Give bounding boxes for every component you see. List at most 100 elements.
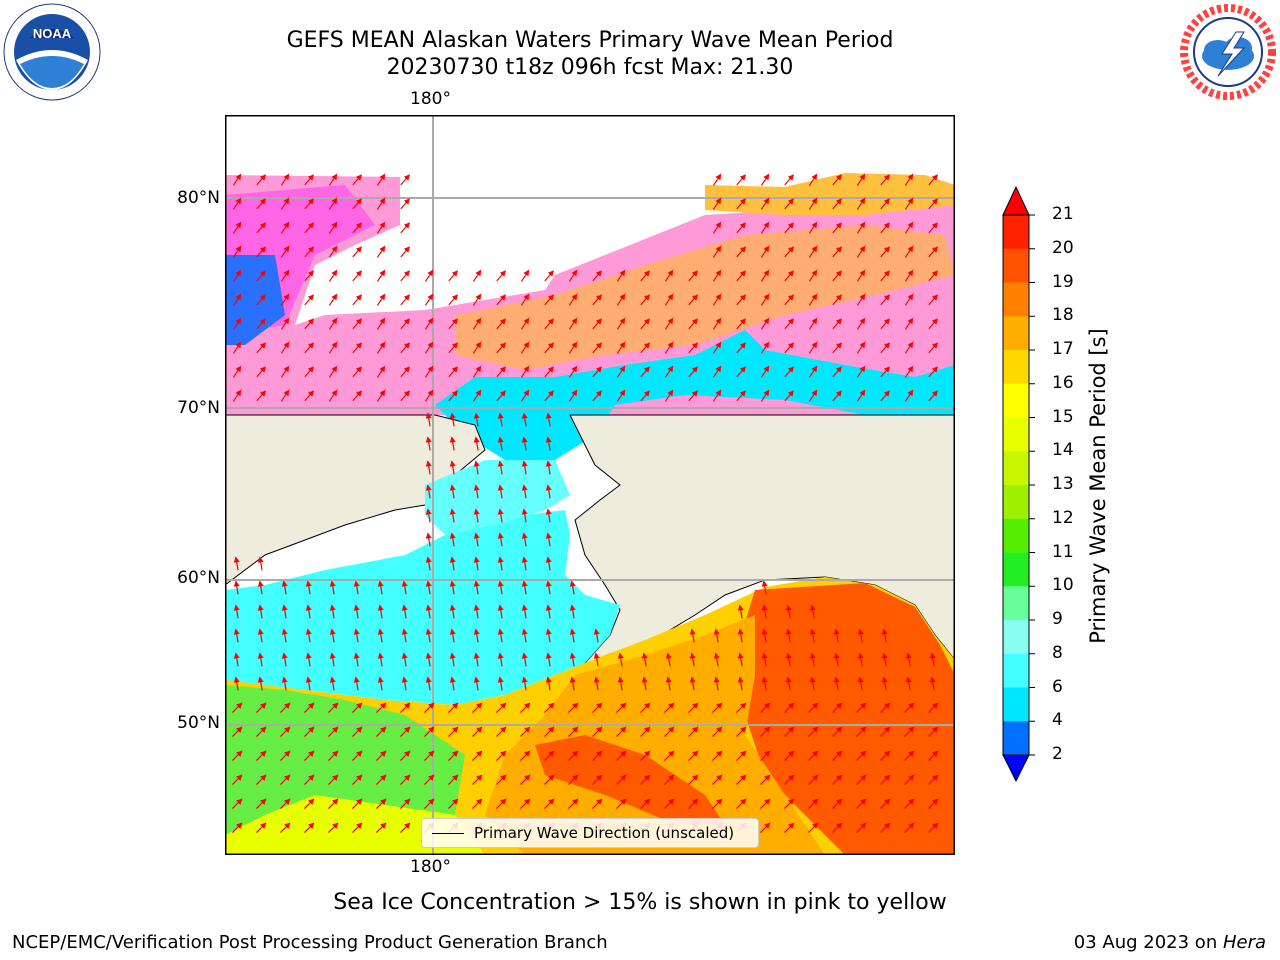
- wave-arrow: [857, 652, 864, 667]
- wave-arrow: [856, 245, 866, 258]
- wave-arrow: [376, 389, 386, 402]
- wave-arrow: [375, 702, 387, 714]
- wave-arrow: [545, 628, 552, 643]
- wave-arrow: [616, 389, 626, 402]
- colorbar-tick-label: 2: [1052, 744, 1063, 764]
- wave-arrow: [808, 221, 818, 234]
- wave-arrow: [495, 702, 507, 714]
- wave-arrow: [809, 676, 816, 691]
- wave-arrow: [255, 702, 267, 714]
- wave-arrow: [928, 174, 938, 186]
- wave-arrow: [255, 750, 267, 762]
- wave-arrow: [687, 774, 699, 786]
- wave-arrow: [425, 436, 432, 451]
- wave-arrow: [831, 774, 843, 786]
- wave-arrow: [231, 822, 243, 834]
- wave-arrow: [496, 366, 506, 378]
- wave-arrow: [496, 390, 506, 402]
- wave-arrow: [401, 604, 408, 619]
- wave-arrow: [904, 221, 914, 234]
- wave-arrow: [448, 366, 458, 378]
- wave-arrow: [785, 628, 792, 643]
- wave-arrow: [352, 174, 362, 186]
- wave-arrow: [233, 580, 240, 595]
- wave-arrow: [927, 702, 939, 714]
- wave-arrow: [305, 628, 312, 643]
- wave-arrow: [664, 341, 674, 354]
- wave-arrow: [760, 365, 770, 378]
- wave-arrow: [399, 750, 411, 762]
- wave-arrow: [928, 342, 938, 354]
- wave-arrow: [736, 270, 746, 282]
- wave-arrow: [425, 460, 432, 475]
- wave-arrow: [880, 318, 890, 330]
- wave-arrow: [545, 460, 552, 475]
- colorbar-swatch: [1003, 316, 1029, 351]
- wave-arrow: [904, 197, 914, 210]
- wave-arrow: [279, 726, 291, 738]
- wave-arrow: [304, 174, 314, 186]
- wave-arrow: [328, 389, 338, 402]
- wave-arrow: [760, 269, 770, 282]
- wave-arrow: [448, 390, 458, 402]
- wave-arrow: [423, 774, 435, 786]
- wave-arrow: [639, 774, 651, 786]
- wave-arrow: [280, 173, 290, 186]
- wave-arrow: [279, 798, 291, 810]
- wave-arrow: [713, 652, 720, 667]
- wave-arrow: [519, 726, 531, 738]
- wave-arrow: [447, 798, 459, 810]
- wave-arrow: [663, 774, 675, 786]
- wave-arrow: [880, 198, 890, 210]
- colorbar-over-triangle: [1002, 185, 1030, 216]
- wave-arrow: [737, 676, 744, 691]
- wave-arrow: [304, 222, 314, 234]
- wave-arrow: [784, 222, 794, 234]
- wave-arrow: [425, 652, 432, 667]
- wave-arrow: [641, 652, 648, 667]
- wave-arrow: [353, 676, 360, 691]
- wave-arrow: [497, 532, 504, 547]
- wave-arrow: [616, 317, 626, 330]
- wave-arrow: [497, 652, 504, 667]
- wave-arrow: [545, 436, 552, 451]
- wave-arrow: [400, 222, 410, 234]
- colorbar-tick-label: 13: [1052, 474, 1074, 494]
- lat-label-60: 60°N: [177, 568, 220, 588]
- wave-arrow: [351, 822, 363, 834]
- wave-arrow: [327, 750, 339, 762]
- colorbar-swatch: [1003, 653, 1029, 688]
- wave-arrow: [904, 365, 914, 378]
- gulf-alaska-red: [735, 583, 955, 855]
- wave-arrow: [543, 750, 555, 762]
- wave-arrow: [831, 702, 843, 714]
- wave-arrow: [567, 750, 579, 762]
- wave-arrow: [353, 604, 360, 619]
- wave-arrow: [569, 628, 576, 643]
- wave-arrow: [495, 774, 507, 786]
- wave-arrow: [591, 750, 603, 762]
- footer-machine: Hera: [1222, 932, 1266, 953]
- wave-arrow: [305, 580, 312, 595]
- wave-arrow: [928, 270, 938, 282]
- wave-arrow: [856, 197, 866, 210]
- wave-arrow: [593, 652, 600, 667]
- wave-arrow: [761, 604, 768, 619]
- wave-arrow: [376, 317, 386, 330]
- wave-arrow: [471, 774, 483, 786]
- wave-arrow: [351, 774, 363, 786]
- legend-line-icon: [432, 832, 464, 834]
- wave-arrow: [304, 342, 314, 354]
- wave-arrow: [639, 726, 651, 738]
- colorbar-tick-label: 14: [1052, 440, 1074, 461]
- wave-arrow: [807, 726, 819, 738]
- colorbar-swatch: [1003, 417, 1029, 452]
- wave-arrow: [689, 676, 696, 691]
- wave-arrow: [759, 822, 771, 834]
- wave-arrow: [543, 726, 555, 738]
- chart-title: GEFS MEAN Alaskan Waters Primary Wave Me…: [286, 28, 894, 53]
- wave-arrow: [569, 676, 576, 691]
- wave-arrow: [880, 294, 890, 306]
- wave-arrow: [281, 604, 288, 619]
- wave-arrow: [423, 726, 435, 738]
